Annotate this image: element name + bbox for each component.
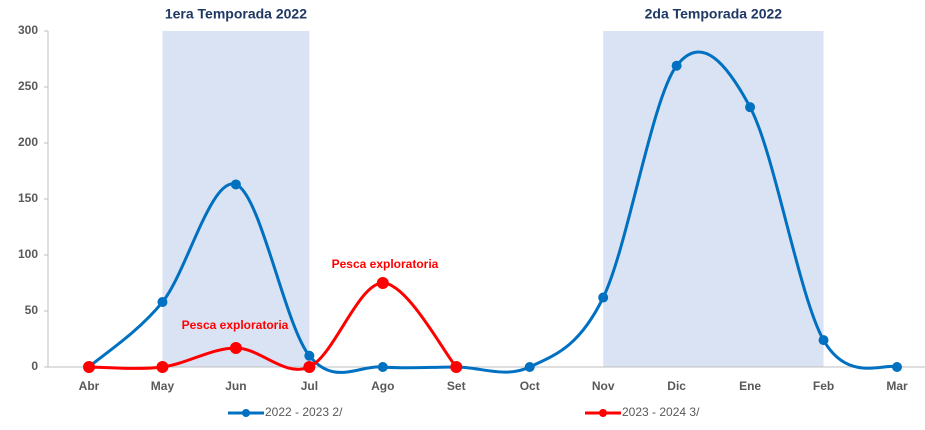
data-point [671, 60, 682, 71]
legend-label: 2023 - 2024 3/ [622, 405, 700, 419]
data-point [157, 297, 168, 308]
data-point [892, 362, 902, 372]
y-tick-label: 200 [18, 135, 38, 149]
x-tick-label: Dic [667, 379, 686, 393]
band-label: 1era Temporada 2022 [165, 6, 307, 22]
x-tick-label: Jul [301, 379, 318, 393]
legend-marker [599, 409, 607, 417]
x-tick-label: Abr [79, 379, 100, 393]
data-point [304, 350, 315, 361]
x-tick-label: Nov [592, 379, 615, 393]
legend-label: 2022 - 2023 2/ [265, 405, 343, 419]
x-tick-label: Ago [371, 379, 394, 393]
x-tick-label: Mar [886, 379, 908, 393]
annotation: Pesca exploratoria [332, 257, 439, 271]
data-point [598, 292, 609, 303]
x-tick-label: May [151, 379, 175, 393]
y-tick-label: 100 [18, 247, 38, 261]
y-tick-label: 50 [25, 303, 39, 317]
season-band [603, 31, 824, 367]
data-point [818, 335, 829, 346]
band-label: 2da Temporada 2022 [645, 6, 783, 22]
data-point [377, 362, 388, 372]
data-point [745, 102, 756, 113]
x-tick-label: Oct [520, 379, 540, 393]
data-point [156, 361, 169, 373]
data-point [83, 361, 95, 373]
x-tick-label: Set [447, 379, 466, 393]
data-point [229, 341, 242, 354]
data-point [524, 362, 535, 372]
y-tick-label: 0 [31, 359, 38, 373]
data-point [303, 361, 316, 373]
x-tick-label: Ene [739, 379, 761, 393]
y-tick-label: 150 [18, 191, 38, 205]
y-tick-label: 250 [18, 79, 38, 93]
x-tick-label: Feb [813, 379, 834, 393]
annotation: Pesca exploratoria [182, 318, 289, 332]
data-point [450, 361, 463, 373]
y-tick-label: 300 [18, 23, 38, 37]
legend-marker [242, 409, 250, 417]
season-band [162, 31, 310, 367]
x-tick-label: Jun [225, 379, 246, 393]
data-point [230, 179, 241, 190]
data-point [376, 277, 389, 289]
